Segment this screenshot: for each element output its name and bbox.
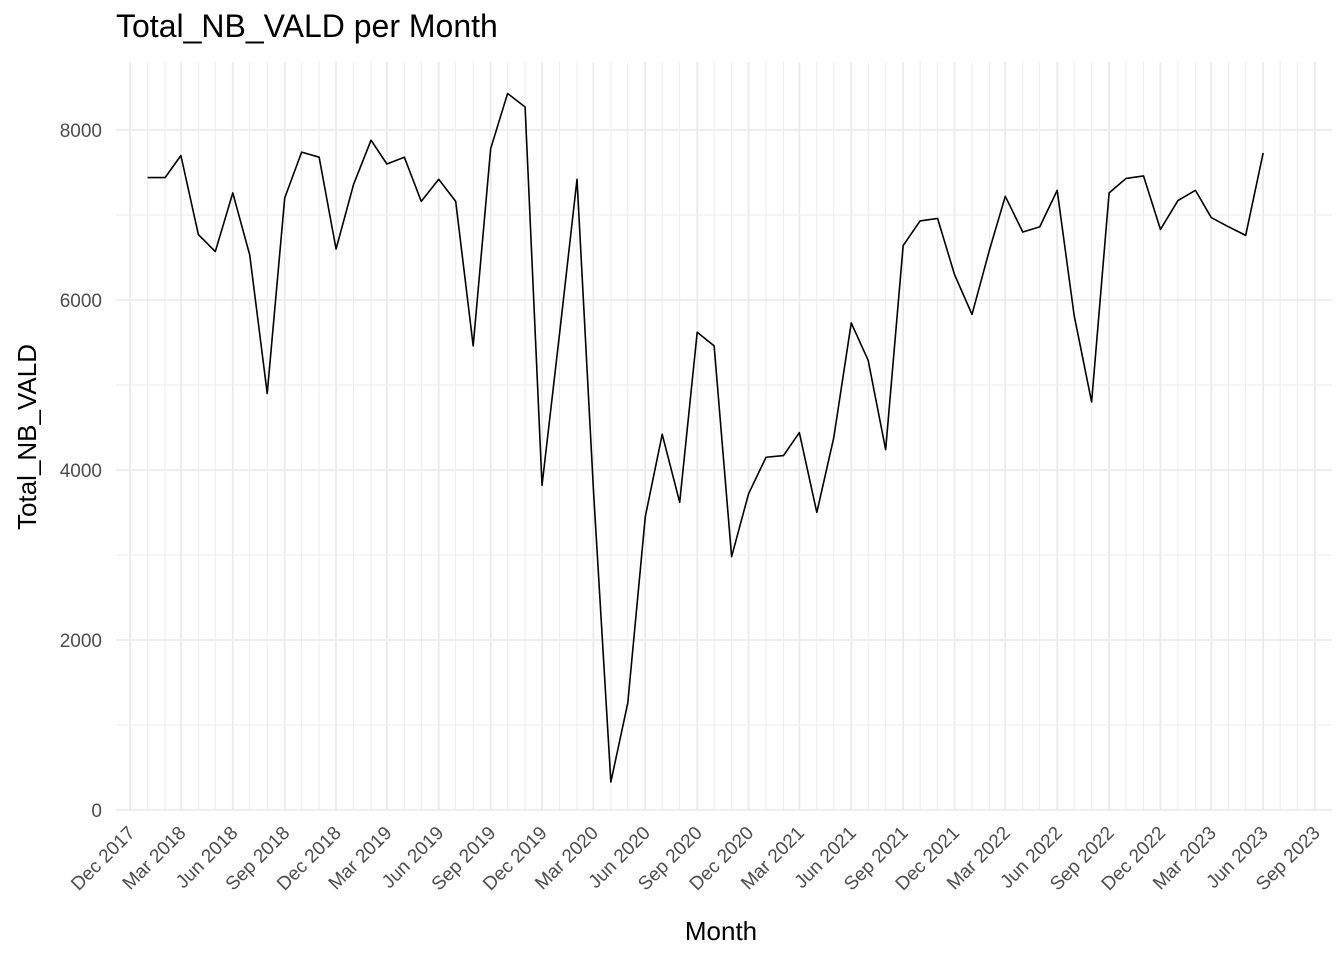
series-layer (147, 92, 1264, 783)
chart-title: Total_NB_VALD per Month (116, 8, 498, 44)
minor-gridlines (116, 62, 1332, 810)
series-line (147, 92, 1264, 783)
y-tick-label: 2000 (60, 631, 102, 652)
y-axis-title: Total_NB_VALD (12, 344, 42, 530)
major-gridlines (116, 62, 1332, 811)
y-axis-ticks: 0 2000 4000 6000 8000 (60, 121, 102, 822)
x-axis-title: Month (685, 916, 757, 946)
y-tick-label: 4000 (60, 461, 102, 482)
y-tick-label: 6000 (60, 291, 102, 312)
y-tick-label: 0 (91, 801, 102, 822)
y-tick-label: 8000 (60, 121, 102, 142)
